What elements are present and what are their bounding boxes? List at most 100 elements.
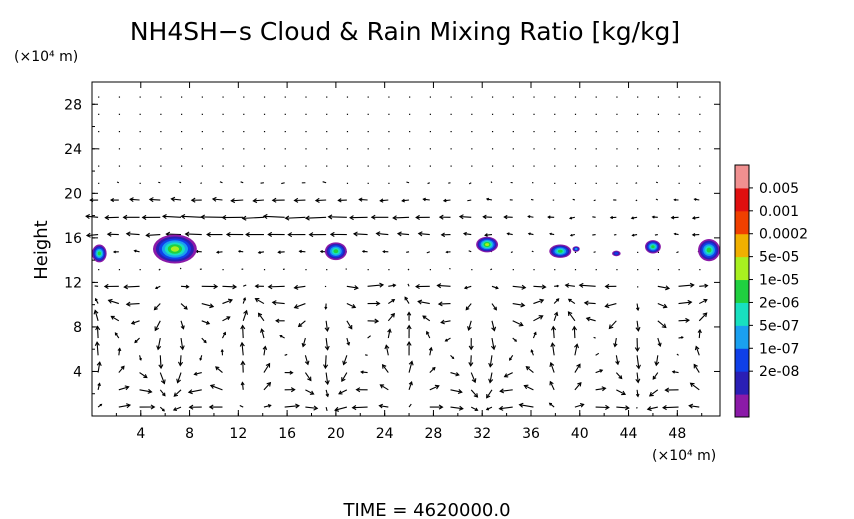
wind-vector	[554, 182, 556, 184]
colorbar-label: 5e-07	[759, 318, 799, 334]
wind-vector	[179, 355, 182, 366]
wind-vector	[353, 233, 368, 236]
wind-vector-head	[349, 215, 354, 221]
wind-vector-head	[549, 232, 552, 236]
wind-vector	[429, 165, 431, 167]
wind-vector	[94, 310, 99, 321]
wind-vector-head	[396, 231, 402, 237]
wind-vector	[158, 181, 161, 184]
wind-vector-head	[232, 284, 238, 290]
wind-vector	[491, 165, 494, 167]
colorbar-swatch	[735, 256, 749, 281]
wind-vector-head	[104, 215, 110, 221]
wind-vector	[595, 182, 597, 184]
wind-vector	[222, 148, 224, 150]
wind-vector	[657, 269, 660, 271]
wind-vector-head	[176, 378, 181, 384]
wind-vector-head	[158, 364, 164, 370]
wind-vector	[325, 337, 329, 350]
wind-vector	[222, 96, 224, 98]
wind-vector	[657, 96, 660, 98]
wind-vector	[657, 320, 667, 328]
wind-vector-head	[107, 298, 113, 304]
wind-vector	[512, 303, 525, 307]
wind-vector-head	[323, 364, 329, 370]
wind-vector-head	[125, 301, 131, 307]
wind-vector-head	[556, 284, 560, 288]
colorbar-swatch	[735, 233, 749, 258]
wind-vector-head	[680, 336, 684, 339]
colorbar-swatch	[735, 302, 749, 326]
wind-vector-head	[689, 382, 695, 388]
wind-vector-head	[527, 232, 531, 236]
wind-vector-head	[205, 320, 211, 325]
wind-vector-head	[129, 197, 134, 202]
wind-vector	[409, 148, 411, 150]
wind-vector-head	[539, 298, 545, 304]
wind-vector-head	[190, 197, 196, 203]
wind-vector-head	[183, 305, 188, 310]
wind-vector	[315, 199, 327, 202]
wind-vector	[595, 113, 597, 115]
wind-vector-head	[161, 213, 167, 220]
wind-vector	[574, 269, 577, 271]
wind-vector-head	[569, 233, 573, 237]
wind-vector-head	[518, 402, 524, 408]
wind-vector-head	[99, 403, 103, 407]
wind-vector-head	[651, 215, 655, 219]
wind-vector-head	[289, 370, 294, 375]
wind-vector	[449, 267, 451, 270]
wind-vector-head	[96, 361, 102, 367]
wind-vector-head	[342, 360, 347, 366]
wind-vector-head	[514, 339, 518, 342]
wind-vector	[595, 165, 597, 167]
wind-vector	[325, 389, 329, 397]
wind-vector	[177, 372, 182, 383]
wind-vector	[326, 148, 328, 150]
wind-vector-head	[114, 332, 118, 336]
wind-vector	[637, 251, 639, 253]
x-tick-label: 16	[278, 426, 296, 442]
wind-vector	[180, 320, 184, 329]
wind-vector-head	[488, 378, 494, 384]
wind-vector	[491, 337, 495, 350]
wind-vector-head	[245, 232, 250, 238]
wind-vector	[200, 182, 203, 184]
wind-vector	[179, 181, 182, 184]
wind-vector	[409, 130, 411, 133]
wind-vector-head	[211, 196, 217, 202]
colorbar-swatch	[735, 325, 749, 349]
wind-vector-head	[527, 215, 531, 219]
wind-vector-head	[451, 356, 455, 360]
colorbar-swatch	[735, 187, 749, 212]
wind-vector	[305, 113, 307, 115]
wind-vector-head	[458, 214, 464, 220]
wind-vector	[243, 96, 245, 98]
wind-vector	[201, 96, 203, 98]
wind-vector-head	[635, 364, 641, 370]
wind-vector-head	[117, 347, 122, 352]
wind-vector	[304, 372, 312, 381]
wind-vector	[554, 165, 556, 167]
wind-vector-head	[381, 363, 387, 369]
wind-vector	[574, 344, 578, 356]
wind-vector	[554, 113, 556, 115]
wind-vector-head	[499, 388, 505, 394]
wind-vector-head	[209, 303, 215, 309]
wind-vector-head	[254, 284, 259, 289]
wind-vector	[490, 268, 493, 271]
wind-vector	[450, 130, 452, 133]
wind-vector-head	[287, 232, 293, 238]
wind-vector	[530, 198, 534, 201]
wind-vector-head	[440, 232, 446, 238]
wind-vector-head	[574, 343, 579, 349]
wind-vector-head	[358, 197, 363, 202]
wind-vector-head	[605, 404, 610, 410]
wind-vector	[284, 165, 286, 167]
wind-vector-head	[652, 375, 657, 380]
wind-vector	[346, 165, 349, 167]
wind-vector	[595, 387, 606, 391]
wind-vector	[533, 285, 546, 288]
wind-vector	[305, 148, 307, 150]
wind-vector	[616, 269, 618, 271]
